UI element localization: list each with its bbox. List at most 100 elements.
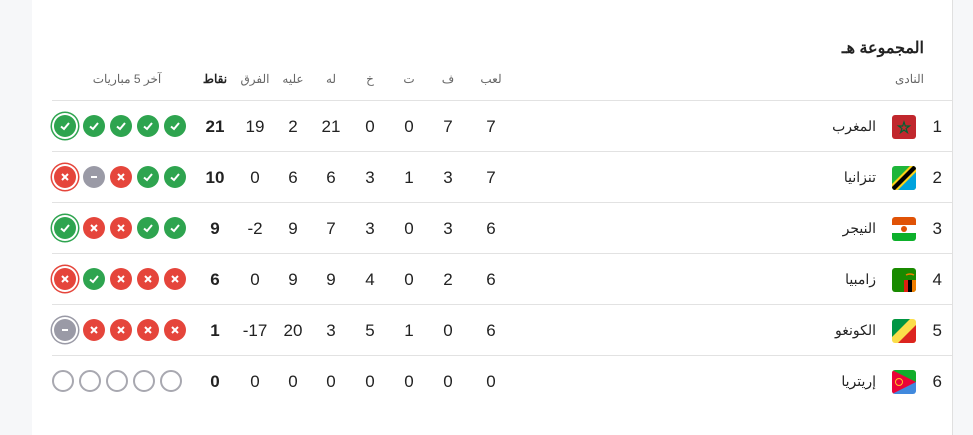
row-divider [52,202,952,203]
check-icon[interactable] [137,166,159,188]
row-divider [52,100,952,101]
flag-tanzania-icon [892,166,916,190]
header-club: النادى [894,72,924,86]
table-row[interactable]: 6 إريتريا 0 0 0 0 0 0 0 0 [32,356,952,407]
header-won: ف [441,72,455,86]
empty-circle-icon[interactable] [106,370,128,392]
cell-drawn: 1 [404,321,414,340]
cell-points: 9 [210,219,220,238]
flag-niger-icon [892,217,916,241]
cell-against: 2 [288,117,298,136]
cell-points: 10 [205,168,225,187]
table-row[interactable]: 5 الكونغو 6 0 1 5 3 20 -17 1 [32,305,952,356]
rank: 2 [932,168,942,187]
flag-eritrea-icon [892,370,916,394]
cell-lost: 3 [365,168,375,187]
close-icon[interactable] [83,217,105,239]
last-5-form [52,268,186,290]
flag-zambia-icon [892,268,916,292]
check-icon[interactable] [164,217,186,239]
minus-icon[interactable] [54,319,76,341]
close-icon[interactable] [54,166,76,188]
cell-points: 1 [210,321,220,340]
team-name[interactable]: المغرب [832,118,876,134]
header-points: نقاط [202,72,228,86]
cell-diff: 0 [250,270,260,289]
cell-for: 6 [326,168,336,187]
cell-lost: 0 [365,372,375,391]
cell-diff: 19 [245,117,265,136]
empty-circle-icon[interactable] [133,370,155,392]
row-divider [52,355,952,356]
close-icon[interactable] [110,217,132,239]
last-5-form [52,319,186,341]
cell-won: 0 [443,321,453,340]
cell-points: 21 [205,117,225,136]
check-icon[interactable] [54,217,76,239]
rank: 4 [932,270,942,289]
header-diff: الفرق [240,72,270,86]
cell-drawn: 1 [404,168,414,187]
empty-circle-icon[interactable] [160,370,182,392]
last-5-form [52,217,186,239]
table-row[interactable]: 4 زامبيا 6 2 0 4 9 9 0 6 [32,254,952,305]
cell-drawn: 0 [404,270,414,289]
cell-for: 21 [321,117,341,136]
cell-diff: 0 [250,372,260,391]
header-against: عليه [282,72,304,86]
team-name[interactable]: النيجر [842,220,876,236]
check-icon[interactable] [54,115,76,137]
cell-against: 9 [288,219,298,238]
table-row[interactable]: 2 تنزانيا 7 3 1 3 6 6 0 10 [32,152,952,203]
close-icon[interactable] [110,268,132,290]
cell-played: 6 [486,270,496,289]
cell-won: 0 [443,372,453,391]
header-for: له [325,72,337,86]
close-icon[interactable] [164,319,186,341]
close-icon[interactable] [137,319,159,341]
team-name[interactable]: زامبيا [845,271,876,287]
header-drawn: ت [403,72,415,86]
cell-drawn: 0 [404,117,414,136]
minus-icon[interactable] [83,166,105,188]
table-row[interactable]: 1 المغرب 7 7 0 0 21 2 19 21 [32,101,952,152]
cell-diff: -17 [242,321,268,340]
close-icon[interactable] [164,268,186,290]
cell-against: 9 [288,270,298,289]
flag-congo-icon [892,319,916,343]
empty-circle-icon[interactable] [79,370,101,392]
close-icon[interactable] [110,166,132,188]
cell-lost: 3 [365,219,375,238]
empty-circle-icon[interactable] [52,370,74,392]
rank: 5 [932,321,942,340]
check-icon[interactable] [164,115,186,137]
cell-played: 6 [486,219,496,238]
table-row[interactable]: 3 النيجر 6 3 0 3 7 9 -2 9 [32,203,952,254]
check-icon[interactable] [137,217,159,239]
rank: 1 [932,117,942,136]
team-name[interactable]: تنزانيا [843,169,876,185]
cell-won: 7 [443,117,453,136]
flag-morocco-icon [892,115,916,139]
cell-against: 0 [288,372,298,391]
check-icon[interactable] [83,268,105,290]
header-last5: آخر 5 مباريات [92,72,162,86]
cell-points: 0 [210,372,220,391]
check-icon[interactable] [137,115,159,137]
team-name[interactable]: إريتريا [841,373,876,389]
close-icon[interactable] [137,268,159,290]
check-icon[interactable] [110,115,132,137]
standings-card: المجموعة هـ النادى لعب ف ت خ له عليه الف… [32,0,953,435]
check-icon[interactable] [164,166,186,188]
cell-diff: 0 [250,168,260,187]
close-icon[interactable] [54,268,76,290]
cell-played: 0 [486,372,496,391]
cell-points: 6 [210,270,220,289]
row-divider [52,253,952,254]
team-name[interactable]: الكونغو [834,322,876,338]
check-icon[interactable] [83,115,105,137]
cell-played: 6 [486,321,496,340]
close-icon[interactable] [83,319,105,341]
close-icon[interactable] [110,319,132,341]
header-lost: خ [366,72,374,86]
